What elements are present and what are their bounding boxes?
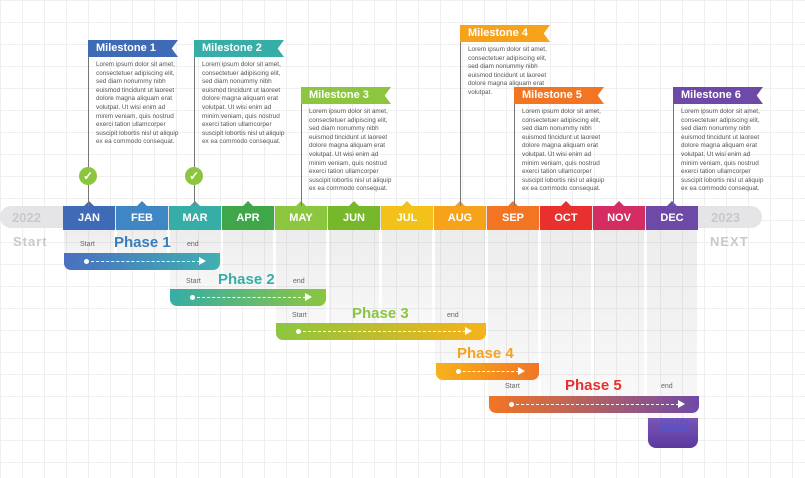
arrow-right-icon — [518, 367, 525, 375]
phase-2-end-label: end — [293, 278, 305, 285]
milestone-stem — [88, 44, 89, 206]
month-column-dec — [647, 228, 697, 448]
month-nov[interactable]: NOV — [593, 201, 645, 230]
milestone-3-text: Lorem ipsum dolor sit amet, consectetuer… — [309, 108, 392, 193]
milestone-6-flag[interactable]: Milestone 6 — [673, 87, 763, 104]
month-mar[interactable]: MAR — [169, 201, 221, 230]
end-label: END — [660, 416, 690, 432]
month-column-aug — [435, 228, 485, 380]
month-aug[interactable]: AUG — [434, 201, 486, 230]
checkmark-icon: ✓ — [79, 167, 97, 185]
start-word: Start — [13, 234, 48, 249]
phase-dashed-line — [511, 404, 679, 405]
phase-2-start-label: Start — [186, 278, 201, 285]
phase-dashed-line — [298, 331, 466, 332]
checkmark-icon: ✓ — [185, 167, 203, 185]
start-year: 2022 — [12, 210, 41, 225]
milestone-stem — [514, 91, 515, 206]
end-cap — [648, 418, 698, 448]
phase-1-bar[interactable] — [64, 253, 220, 270]
month-column-jun — [329, 228, 379, 340]
arrow-right-icon — [465, 327, 472, 335]
phase-dashed-line — [458, 371, 519, 372]
arrow-right-icon — [678, 400, 685, 408]
phase-4-title: Phase 4 — [457, 345, 514, 362]
month-jul[interactable]: JUL — [381, 201, 433, 230]
milestone-5-flag[interactable]: Milestone 5 — [514, 87, 604, 104]
milestone-3-flag[interactable]: Milestone 3 — [301, 87, 391, 104]
phase-3-bar[interactable] — [276, 323, 486, 340]
month-column-sep — [488, 228, 538, 412]
milestone-2-flag[interactable]: Milestone 2 — [194, 40, 284, 57]
phase-3-start-label: Start — [292, 312, 307, 319]
month-oct[interactable]: OCT — [540, 201, 592, 230]
milestone-4-text: Lorem ipsum dolor sit amet, consectetuer… — [468, 46, 547, 96]
phase-dashed-line — [192, 297, 306, 298]
next-word: NEXT — [710, 234, 749, 249]
phase-1-start-label: Start — [80, 241, 95, 248]
phase-5-start-label: Start — [505, 383, 520, 390]
phase-3-end-label: end — [447, 312, 459, 319]
phase-dashed-line — [86, 261, 200, 262]
phase-3-title: Phase 3 — [352, 305, 409, 322]
month-column-oct — [541, 228, 591, 412]
phase-1-end-label: end — [187, 241, 199, 248]
phase-5-title: Phase 5 — [565, 377, 622, 394]
arrow-right-icon — [199, 257, 206, 265]
month-feb[interactable]: FEB — [116, 201, 168, 230]
milestone-6-text: Lorem ipsum dolor sit amet, consectetuer… — [681, 108, 764, 193]
phase-1-title: Phase 1 — [114, 234, 171, 251]
month-column-jul — [382, 228, 432, 340]
milestone-1-flag[interactable]: Milestone 1 — [88, 40, 178, 57]
month-jan[interactable]: JAN — [63, 201, 115, 230]
month-column-may — [276, 228, 326, 340]
milestone-5-text: Lorem ipsum dolor sit amet, consectetuer… — [522, 108, 605, 193]
milestone-2-text: Lorem ipsum dolor sit amet, consectetuer… — [202, 61, 285, 146]
milestone-4-flag[interactable]: Milestone 4 — [460, 25, 550, 42]
milestone-stem — [460, 29, 461, 206]
month-apr[interactable]: APR — [222, 201, 274, 230]
milestone-stem — [194, 44, 195, 206]
month-jun[interactable]: JUN — [328, 201, 380, 230]
month-may[interactable]: MAY — [275, 201, 327, 230]
milestone-stem — [301, 91, 302, 206]
month-sep[interactable]: SEP — [487, 201, 539, 230]
phase-5-bar[interactable] — [489, 396, 699, 413]
phase-4-bar[interactable] — [436, 363, 539, 380]
phase-5-end-label: end — [661, 383, 673, 390]
month-dec[interactable]: DEC — [646, 201, 698, 230]
month-column-nov — [594, 228, 644, 412]
phase-2-bar[interactable] — [170, 289, 326, 306]
phase-2-title: Phase 2 — [218, 271, 275, 288]
end-year: 2023 — [711, 210, 740, 225]
milestone-stem — [673, 91, 674, 206]
milestone-1-text: Lorem ipsum dolor sit amet, consectetuer… — [96, 61, 179, 146]
arrow-right-icon — [305, 293, 312, 301]
